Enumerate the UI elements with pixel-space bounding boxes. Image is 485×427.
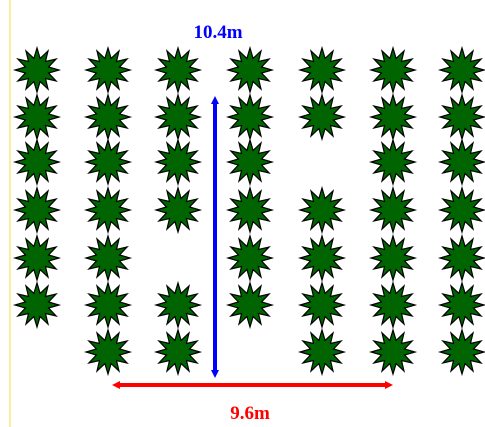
diagram: 10.4m 9.6m — [0, 0, 485, 427]
horizontal-label: 9.6m — [230, 403, 270, 424]
vertical-label: 10.4m — [193, 22, 242, 43]
page: 10.4m 9.6m (() => { const data = JSON.pa… — [0, 0, 485, 427]
